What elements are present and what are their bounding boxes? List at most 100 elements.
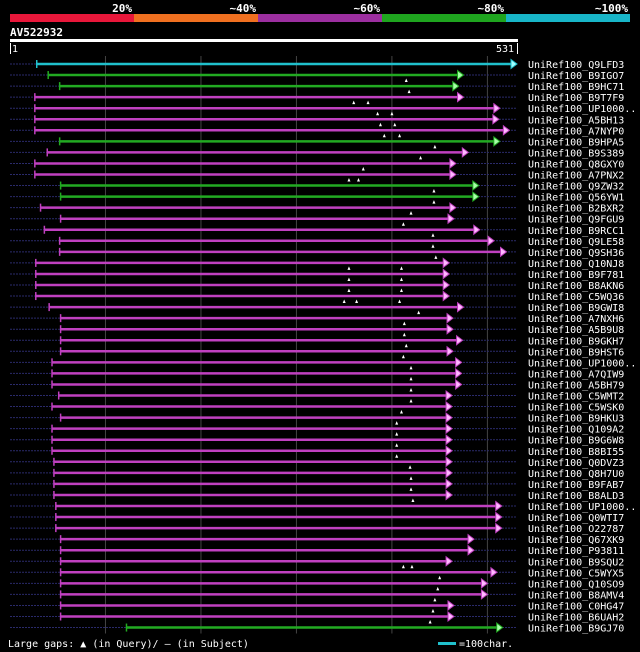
hit-label[interactable]: UniRef100_Q9FGU9	[528, 215, 624, 226]
hit-row[interactable]: UniRef100_O22787	[10, 522, 624, 536]
hit-label[interactable]: UniRef100_Q10NJ8	[528, 259, 624, 270]
hit-label[interactable]: UniRef100_B9F781	[528, 270, 624, 281]
hit-label[interactable]: UniRef100_Q0WTI7	[528, 513, 624, 524]
hit-row[interactable]: UniRef100_B9FAB7	[10, 478, 624, 491]
hit-label[interactable]: UniRef100_A5BH13	[528, 115, 624, 126]
hit-row[interactable]: UniRef100_B9G6W8	[10, 434, 624, 447]
hit-label[interactable]: UniRef100_Q9ZW32	[528, 182, 624, 193]
hit-label[interactable]: UniRef100_B8ALD3	[528, 491, 624, 502]
hit-label[interactable]: UniRef100_B6UAH2	[528, 613, 624, 624]
hit-row[interactable]: UniRef100_B9GWI8	[10, 301, 624, 315]
hit-row[interactable]: UniRef100_A7NXH6	[10, 312, 624, 326]
hit-label[interactable]: UniRef100_C5WMT2	[528, 392, 624, 403]
hit-label[interactable]: UniRef100_B9HKU3	[528, 414, 624, 425]
hit-label[interactable]: UniRef100_B9GJ70	[528, 624, 624, 635]
hit-label[interactable]: UniRef100_A7NYP0	[528, 126, 624, 137]
hit-row[interactable]: UniRef100_Q0WTI7	[10, 511, 624, 525]
hit-label[interactable]: UniRef100_B9FAB7	[528, 480, 624, 491]
hit-label[interactable]: UniRef100_A7QIW9	[528, 369, 624, 380]
hit-label[interactable]: UniRef100_C0HG47	[528, 601, 624, 612]
hit-row[interactable]: UniRef100_Q10NJ8	[10, 257, 624, 270]
hit-row[interactable]: UniRef100_Q0DVZ3	[10, 456, 624, 469]
hit-label[interactable]: UniRef100_Q67XK9	[528, 535, 624, 546]
hit-label[interactable]: UniRef100_Q10SO9	[528, 579, 624, 590]
hit-label[interactable]: UniRef100_B8BI55	[528, 447, 624, 458]
hit-row[interactable]: UniRef100_C5WMT2	[10, 390, 624, 403]
hit-label[interactable]: UniRef100_B8AKN6	[528, 281, 624, 292]
hit-row[interactable]: UniRef100_B9T7F9	[10, 91, 624, 105]
hit-row[interactable]: UniRef100_UP1000..	[10, 102, 636, 116]
hit-label[interactable]: UniRef100_Q56YW1	[528, 193, 624, 204]
hit-row[interactable]: UniRef100_B9GKH7	[10, 334, 624, 348]
hit-row[interactable]: UniRef100_Q9FGU9	[10, 213, 624, 226]
hit-row[interactable]: UniRef100_Q8H7U0	[10, 467, 624, 480]
hit-label[interactable]: UniRef100_B8AMV4	[528, 590, 624, 601]
hit-row[interactable]: UniRef100_C5WSK0	[10, 401, 624, 414]
hit-row[interactable]: UniRef100_UP1000..	[10, 356, 636, 370]
hit-row[interactable]: UniRef100_B8BI55	[10, 445, 624, 458]
hit-row[interactable]: UniRef100_C5WQ36	[10, 290, 624, 304]
hit-row[interactable]: UniRef100_B9GJ70	[10, 622, 624, 635]
hit-row[interactable]: UniRef100_Q8GXY0	[10, 157, 624, 171]
hit-row[interactable]: UniRef100_A5BH13	[10, 113, 624, 127]
hit-row[interactable]: UniRef100_Q9ZW32	[10, 180, 624, 193]
hit-label[interactable]: UniRef100_Q9SH36	[528, 248, 624, 259]
hit-label[interactable]: UniRef100_B9S389	[528, 148, 624, 159]
hit-label[interactable]: UniRef100_Q9LFD3	[528, 60, 624, 71]
hit-row[interactable]: UniRef100_Q10SO9	[10, 577, 624, 591]
hit-row[interactable]: UniRef100_B9S389	[10, 146, 624, 160]
hit-label[interactable]: UniRef100_C5WSK0	[528, 403, 624, 414]
hit-label[interactable]: UniRef100_B2BXR2	[528, 204, 624, 215]
hit-row[interactable]: UniRef100_B9HPA5	[10, 135, 624, 149]
hit-row[interactable]: UniRef100_A5BH79	[10, 378, 624, 392]
hit-label[interactable]: UniRef100_Q8H7U0	[528, 469, 624, 480]
hit-row[interactable]: UniRef100_UP1000..	[10, 500, 636, 514]
hit-row[interactable]: UniRef100_Q56YW1	[10, 191, 624, 204]
hit-row[interactable]: UniRef100_B8AMV4	[10, 588, 624, 602]
hit-row[interactable]: UniRef100_P93811	[10, 544, 624, 558]
hit-row[interactable]: UniRef100_A7QIW9	[10, 367, 624, 381]
hit-label[interactable]: UniRef100_Q8GXY0	[528, 159, 624, 170]
hit-label[interactable]: UniRef100_UP1000..	[528, 358, 636, 369]
hit-row[interactable]: UniRef100_B9SQU2	[10, 555, 624, 569]
hit-label[interactable]: UniRef100_B9GKH7	[528, 336, 624, 347]
hit-row[interactable]: UniRef100_A7PNX2	[10, 169, 624, 182]
hit-label[interactable]: UniRef100_B9HST6	[528, 347, 624, 358]
hit-label[interactable]: UniRef100_A7NXH6	[528, 314, 624, 325]
hit-row[interactable]: UniRef100_B9HKU3	[10, 412, 624, 425]
hit-row[interactable]: UniRef100_B9IGO7	[10, 69, 624, 83]
hit-label[interactable]: UniRef100_A5B9U8	[528, 325, 624, 336]
hit-label[interactable]: UniRef100_A5BH79	[528, 380, 624, 391]
hit-row[interactable]: UniRef100_Q67XK9	[10, 533, 624, 547]
hit-row[interactable]: UniRef100_B6UAH2	[10, 611, 624, 624]
hit-label[interactable]: UniRef100_B9G6W8	[528, 436, 624, 447]
hit-label[interactable]: UniRef100_C5WQ36	[528, 292, 624, 303]
hit-row[interactable]: UniRef100_B8ALD3	[10, 489, 624, 502]
hit-row[interactable]: UniRef100_A7NYP0	[10, 124, 624, 138]
hit-row[interactable]: UniRef100_B2BXR2	[10, 202, 624, 215]
hit-label[interactable]: UniRef100_B9HC71	[528, 82, 624, 93]
hit-label[interactable]: UniRef100_UP1000..	[528, 502, 636, 513]
hit-label[interactable]: UniRef100_B9T7F9	[528, 93, 624, 104]
hit-label[interactable]: UniRef100_B9IGO7	[528, 71, 624, 82]
hit-row[interactable]: UniRef100_C5WYX5	[10, 566, 624, 580]
hit-label[interactable]: UniRef100_B9RCC1	[528, 226, 624, 237]
hit-row[interactable]: UniRef100_Q109A2	[10, 423, 624, 436]
hit-label[interactable]: UniRef100_C5WYX5	[528, 568, 624, 579]
hit-label[interactable]: UniRef100_Q0DVZ3	[528, 458, 624, 469]
hit-label[interactable]: UniRef100_Q9LE58	[528, 237, 624, 248]
hit-row[interactable]: UniRef100_B9RCC1	[10, 224, 624, 237]
hit-row[interactable]: UniRef100_B9HST6	[10, 345, 624, 359]
hit-row[interactable]: UniRef100_Q9SH36	[10, 246, 624, 259]
hit-label[interactable]: UniRef100_P93811	[528, 546, 624, 557]
hit-label[interactable]: UniRef100_O22787	[528, 524, 624, 535]
hit-label[interactable]: UniRef100_UP1000..	[528, 104, 636, 115]
hit-label[interactable]: UniRef100_Q109A2	[528, 425, 624, 436]
hit-row[interactable]: UniRef100_B9F781	[10, 268, 624, 281]
hit-row[interactable]: UniRef100_Q9LE58	[10, 235, 624, 248]
hit-row[interactable]: UniRef100_Q9LFD3	[10, 58, 624, 72]
hit-row[interactable]: UniRef100_B8AKN6	[10, 279, 624, 293]
hit-row[interactable]: UniRef100_B9HC71	[10, 80, 624, 94]
hit-label[interactable]: UniRef100_A7PNX2	[528, 171, 624, 182]
hit-row[interactable]: UniRef100_A5B9U8	[10, 323, 624, 337]
